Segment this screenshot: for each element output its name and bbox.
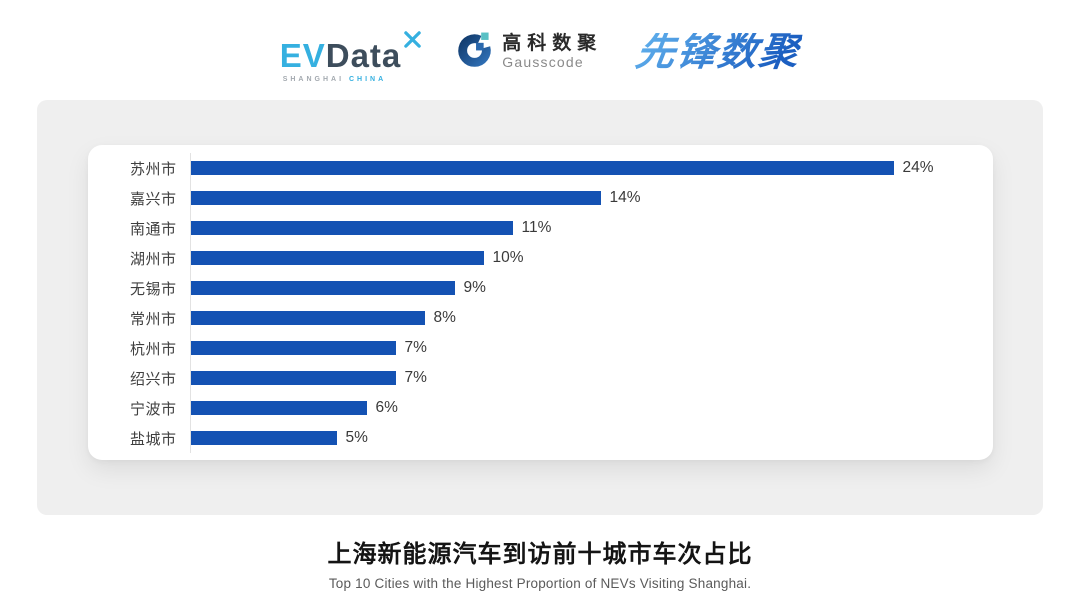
bar-category-label: 绍兴市 xyxy=(129,370,177,388)
bar xyxy=(190,161,894,175)
bar-category-label: 宁波市 xyxy=(129,400,177,418)
star-x-icon xyxy=(403,21,422,54)
bar xyxy=(190,191,601,205)
chart-rows: 苏州市 24% 嘉兴市 14% 南通市 11% 湖州市 10% 无锡市 9% xyxy=(110,153,993,453)
bar-value-label: 7% xyxy=(404,369,427,386)
chart-panel: 苏州市 24% 嘉兴市 14% 南通市 11% 湖州市 10% 无锡市 9% xyxy=(37,100,1043,515)
evdata-sub-shanghai: SHANGHAI xyxy=(282,76,345,83)
page-title: 上海新能源汽车到访前十城市车次占比 xyxy=(327,541,753,568)
bar-value-label: 14% xyxy=(609,189,641,206)
gausscode-logo: 高科数聚 Gausscode xyxy=(456,31,602,73)
bar xyxy=(190,251,484,265)
bar-track: 8% xyxy=(189,303,993,333)
bar-value-label: 7% xyxy=(404,339,427,356)
chart-card: 苏州市 24% 嘉兴市 14% 南通市 11% 湖州市 10% 无锡市 9% xyxy=(87,145,993,460)
bar-category-label: 常州市 xyxy=(129,310,177,328)
bar-track: 11% xyxy=(189,213,993,243)
bar-track: 14% xyxy=(189,183,993,213)
bar xyxy=(190,401,367,415)
bar-category-label: 杭州市 xyxy=(129,340,177,358)
bar-track: 5% xyxy=(189,423,993,453)
chart-row: 嘉兴市 14% xyxy=(110,183,993,213)
chart-row: 常州市 8% xyxy=(110,303,993,333)
bar-category-label: 湖州市 xyxy=(129,250,177,268)
bar-value-label: 8% xyxy=(433,309,456,326)
bar-track: 7% xyxy=(189,333,993,363)
xianfeng-logo: 先锋数聚 xyxy=(633,30,804,74)
chart-row: 盐城市 5% xyxy=(110,423,993,453)
evdata-logo: EV Data SHANGHAI CHINA xyxy=(280,21,423,83)
gausscode-texts: 高科数聚 Gausscode xyxy=(502,33,602,70)
bar-value-label: 10% xyxy=(492,249,524,266)
bar xyxy=(190,221,513,235)
bar-category-label: 盐城市 xyxy=(129,430,177,448)
chart-row: 杭州市 7% xyxy=(110,333,993,363)
chart-row: 宁波市 6% xyxy=(110,393,993,423)
bar-category-label: 无锡市 xyxy=(129,280,177,298)
bar-track: 10% xyxy=(189,243,993,273)
chart-row: 无锡市 9% xyxy=(110,273,993,303)
bar-category-label: 苏州市 xyxy=(129,160,177,178)
bar-value-label: 24% xyxy=(902,159,934,176)
chart-row: 湖州市 10% xyxy=(110,243,993,273)
evdata-sub-china: CHINA xyxy=(349,76,387,83)
logo-header: EV Data SHANGHAI CHINA xyxy=(0,0,1080,100)
bar-track: 6% xyxy=(189,393,993,423)
evdata-ev-text: EV xyxy=(279,37,326,74)
page-subtitle: Top 10 Cities with the Highest Proportio… xyxy=(328,576,752,591)
bar-category-label: 南通市 xyxy=(129,220,177,238)
bar-value-label: 9% xyxy=(463,279,486,296)
chart-row: 绍兴市 7% xyxy=(110,363,993,393)
bar-category-label: 嘉兴市 xyxy=(129,190,177,208)
bar-value-label: 11% xyxy=(521,219,552,236)
evdata-data-text: Data xyxy=(325,37,402,74)
bar-value-label: 6% xyxy=(375,399,398,416)
bar xyxy=(190,431,337,445)
bar-track: 24% xyxy=(189,153,993,183)
footer-title-block: 上海新能源汽车到访前十城市车次占比 Top 10 Cities with the… xyxy=(0,534,1080,591)
evdata-wordmark: EV Data xyxy=(280,21,423,72)
bar-value-label: 5% xyxy=(345,429,368,446)
evdata-subtitle: SHANGHAI CHINA xyxy=(283,76,386,83)
bar xyxy=(190,371,396,385)
gausscode-en-text: Gausscode xyxy=(502,54,584,71)
bar xyxy=(190,341,396,355)
gausscode-g-icon xyxy=(456,31,493,73)
bar-track: 9% xyxy=(189,273,993,303)
chart-row: 南通市 11% xyxy=(110,213,993,243)
bar-track: 7% xyxy=(189,363,993,393)
chart-row: 苏州市 24% xyxy=(110,153,993,183)
bar xyxy=(190,281,455,295)
bar xyxy=(190,311,425,325)
gausscode-cn-text: 高科数聚 xyxy=(502,33,603,55)
